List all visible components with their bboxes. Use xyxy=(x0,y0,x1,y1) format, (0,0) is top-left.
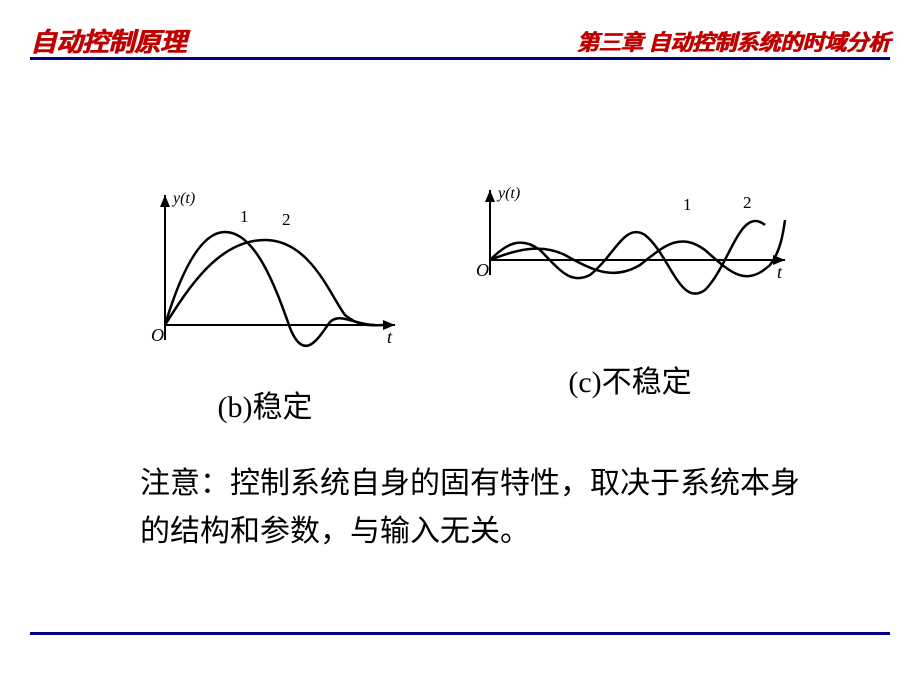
svg-text:O: O xyxy=(476,260,489,280)
slide-header: 自动控制原理 第三章 自动控制系统的时域分析 xyxy=(0,0,920,60)
caption-unstable: (c)不稳定 xyxy=(568,357,691,401)
caption-stable: (b)稳定 xyxy=(218,382,313,426)
svg-text:y(t): y(t) xyxy=(171,190,195,207)
chapter-title: 第三章 自动控制系统的时域分析 xyxy=(576,25,890,57)
figure-stable: Ot y(t) 1 2 (b)稳定 xyxy=(125,180,405,426)
figures-row: Ot y(t) 1 2 (b)稳定 Ot y(t) 1 2 (c)不稳定 xyxy=(0,180,920,426)
svg-text:t: t xyxy=(387,327,393,347)
stable-chart: Ot y(t) 1 2 xyxy=(125,180,405,360)
svg-text:y(t): y(t) xyxy=(496,185,520,202)
svg-text:1: 1 xyxy=(240,207,249,226)
svg-text:2: 2 xyxy=(743,193,752,212)
note-text: 注意：控制系统自身的固有特性，取决于系统本身的结构和参数，与输入无关。 xyxy=(140,460,800,556)
course-title: 自动控制原理 xyxy=(30,22,186,59)
svg-text:2: 2 xyxy=(282,210,291,229)
bottom-rule xyxy=(30,632,890,635)
slide-content: Ot y(t) 1 2 (b)稳定 Ot y(t) 1 2 (c)不稳定 注意：控制系统自身… xyxy=(0,60,920,630)
figure-unstable: Ot y(t) 1 2 (c)不稳定 xyxy=(465,180,795,426)
svg-text:1: 1 xyxy=(683,195,692,214)
svg-text:t: t xyxy=(777,262,783,282)
unstable-chart: Ot y(t) 1 2 xyxy=(465,180,795,335)
svg-text:O: O xyxy=(151,325,164,345)
